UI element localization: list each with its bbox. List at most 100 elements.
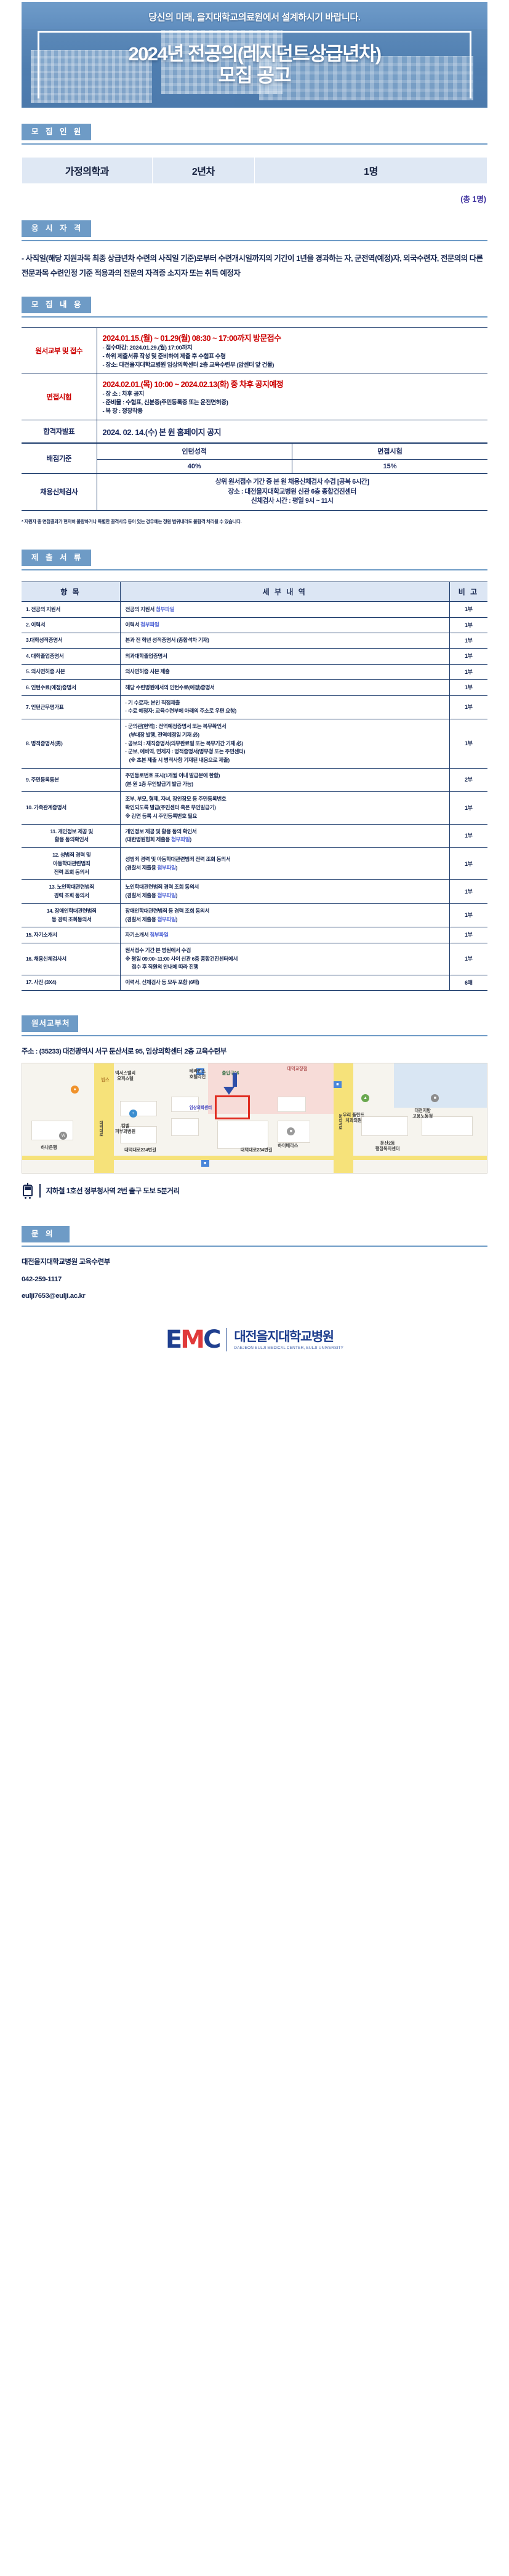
detail-line: 원서접수 기간 본 병원에서 수검 xyxy=(125,946,191,953)
recruit-total: (총 1명) xyxy=(460,195,486,204)
medical-exam-label: 채용신체검사 xyxy=(22,473,97,511)
inquiry-phone[interactable]: 042-259-1117 xyxy=(22,1276,62,1284)
document-item-name: 2. 이력서 xyxy=(22,617,120,634)
document-quantity: 1부 xyxy=(449,633,487,649)
document-detail: 노인학대관련범죄 경력 조회 동의서 (경찰서 제출용 첨부파일) xyxy=(119,879,450,904)
table-row: 14. 장애인학대관련범죄 등 경력 조회동의서 장애인학대관련범죄 등 경력 조회… xyxy=(22,903,487,928)
section-recruit-detail: 모 집 내 용 원서교부 및 접수 2024.01.15.(월) ~ 01.29… xyxy=(22,297,487,525)
map-poi-building-icon: ■ xyxy=(287,1127,295,1135)
medical-exam-line: 장소 : 대전을지대학교병원 신관 6층 종합건진센터 xyxy=(228,487,357,495)
document-detail: 이력서 첨부파일 xyxy=(119,617,450,634)
section-heading-recruit-detail: 모 집 내 용 xyxy=(22,297,487,318)
table-row: 4. 대학졸업증명서 의과대학졸업증명서 1부 xyxy=(22,648,487,665)
document-quantity: 2부 xyxy=(449,767,487,793)
document-item-name: 3.대학성적증명서 xyxy=(22,633,120,649)
document-quantity: 6매 xyxy=(449,975,487,991)
detail-line: 주민등로번호 표시(1개월 이내 발급분에 한함) xyxy=(125,772,220,778)
hero-banner: 당신의 미래, 을지대학교의료원에서 설계하시기 바랍니다. 2024년 전공의… xyxy=(22,2,487,108)
medical-exam-line: 상위 원서접수 기간 중 본 원 채용신체검사 수검 [공복 6시간] xyxy=(215,478,369,486)
document-quantity: 1부 xyxy=(449,823,487,849)
document-quantity: 1부 xyxy=(449,695,487,720)
section-inquiry: 문 의 대전을지대학교병원 교육수련부 042-259-1117 eulji76… xyxy=(22,1226,487,1300)
logo-letter-e: E xyxy=(165,1326,182,1354)
attachment-link[interactable]: 첨부파일 xyxy=(157,864,176,871)
map-label: 대덕대로234번길 xyxy=(240,1146,273,1153)
document-detail: 의과대학졸업증명서 xyxy=(119,648,450,665)
medical-exam-table: 채용신체검사 상위 원서접수 기간 중 본 원 채용신체검사 수검 [공복 6시… xyxy=(22,473,487,511)
attachment-link[interactable]: 첨부파일 xyxy=(155,606,175,612)
document-detail: 개인정보 제공 및 활용 동의 확인서 (대한병원협회 제출용 첨부파일) xyxy=(119,823,450,849)
document-quantity: 1부 xyxy=(449,617,487,634)
table-row: 합격자발표 2024. 02. 14.(수) 본 원 홈페이지 공지 xyxy=(22,419,487,444)
detail-label: 면접시험 xyxy=(22,374,97,420)
inquiry-department: 대전을지대학교병원 교육수련부 xyxy=(22,1258,110,1266)
detail-sub: - 복 장 : 정장착용 xyxy=(102,407,143,415)
document-quantity: 1부 xyxy=(449,791,487,825)
detail-line: ※ 감면 등록 시 주민등록번호 필요 xyxy=(125,812,198,819)
section-rule xyxy=(22,143,487,145)
document-quantity: 1부 xyxy=(449,719,487,769)
section-chip-label: 원서교부처 xyxy=(22,1015,78,1033)
detail-line: 성범죄 경력 및 아동학대관련범죄 전력 조회 동의서 xyxy=(125,856,231,863)
map-road-daedeok xyxy=(94,1063,114,1174)
logo-divider xyxy=(226,1328,228,1352)
table-row: 13. 노인학대관련범죄 경력 조회 동의서 노인학대관련범죄 경력 조회 동의서 (… xyxy=(22,879,487,904)
document-quantity: 1부 xyxy=(449,927,487,943)
section-chip-label: 문 의 xyxy=(22,1226,70,1243)
attachment-link[interactable]: 첨부파일 xyxy=(150,931,169,938)
map-block-water xyxy=(394,1063,487,1108)
attachment-link[interactable]: 첨부파일 xyxy=(157,916,176,922)
document-detail: · 기 수료자: 본인 직접제출 · 수료 예정자: 교육수련부에 아래의 주소로… xyxy=(119,695,450,720)
detail-line: · 군의관[현역] : 전역예정증명서 또는 복무확인서 xyxy=(125,723,226,730)
documents-table-body: 1. 전공의 지원서 전공의 지원서 첨부파일 1부 2. 이력서 이력서 첨부파일 1부… xyxy=(22,601,487,991)
document-detail: 성범죄 경력 및 아동학대관련범죄 전력 조회 동의서 (경찰서 제출용 첨부파일… xyxy=(119,847,450,881)
attachment-link[interactable]: 첨부파일 xyxy=(140,622,159,628)
document-item-name: 7. 인턴근무평가표 xyxy=(22,695,120,720)
document-detail: 장애인학대관련범죄 등 경력 조회 동의서 (경찰서 제출용 첨부파일) xyxy=(119,903,450,928)
map-block xyxy=(119,1126,157,1144)
table-row: 15. 자기소개서 자기소개서 첨부파일 1부 xyxy=(22,927,487,943)
map-road-horizontal xyxy=(22,1155,487,1161)
detail-value: 2024.02.01.(목) 10:00 ~ 2024.02.13(화) 중 차… xyxy=(97,374,487,420)
detail-line: · 공보의 : 재직증명서(의무완료일 또는 복무기간 기재 必) xyxy=(125,740,244,746)
hero-title-line2: 모집 공고 xyxy=(218,64,292,86)
recruit-year: 2년차 xyxy=(151,157,255,184)
document-quantity: 1부 xyxy=(449,903,487,928)
map-label-exit: 출입구26 xyxy=(222,1070,239,1076)
location-map[interactable]: ● W + ■ ▲ ■ ■ ■ ■ 빕스 넥서스밸리 오피스텔 테라민스 호텔라인 … xyxy=(22,1063,487,1174)
document-detail: · 군의관[현역] : 전역예정증명서 또는 복무확인서 (부대장 발행, 전역… xyxy=(119,719,450,769)
table-row: 가정의학과 2년차 1명 xyxy=(22,157,488,184)
attachment-link[interactable]: 첨부파일 xyxy=(157,892,176,899)
detail-line: · 수료 예정자: 교육수련부에 아래의 주소로 우편 요청) xyxy=(125,708,237,714)
map-block xyxy=(170,1118,199,1136)
document-detail: 의사면허증 사본 제출 xyxy=(119,663,450,681)
medical-exam-value: 상위 원서접수 기간 중 본 원 채용신체검사 수검 [공복 6시간] 장소 :… xyxy=(97,473,487,511)
map-icon-subway-2: ■ xyxy=(201,1160,209,1167)
document-detail: 조부, 부모, 형제, 자녀, 장인장모 등 주민등록번호 확인되도록 발급(주민… xyxy=(119,791,450,825)
table-row: 11. 개인정보 제공 및 활용 동의확인서 개인정보 제공 및 활용 동의 확인서… xyxy=(22,823,487,849)
application-address: 주소 : (35233) 대전광역시 서구 둔산서로 95, 임상의학센터 2층… xyxy=(22,1048,226,1056)
detail-highlight: 2024.02.01.(목) 10:00 ~ 2024.02.13(화) 중 차… xyxy=(102,380,284,390)
document-item-name: 9. 주민등록등본 xyxy=(22,767,120,793)
logo-letter-m: M xyxy=(180,1326,205,1354)
hero-building-center xyxy=(161,30,283,94)
pass-announcement-label: 합격자발표 xyxy=(22,419,97,444)
map-block xyxy=(361,1116,408,1136)
detail-line: · 군보, 예비역, 면제자 : 병적증명서(병무청 또는 주민센터) xyxy=(125,748,246,755)
document-quantity: 1부 xyxy=(449,847,487,881)
table-row: 6. 인턴수료(예정)증명서 해당 수련병원에서의 인턴수료(예정)증명서 1부 xyxy=(22,679,487,696)
section-chip-label: 제 출 서 류 xyxy=(22,550,92,567)
score-criteria-table: 배점기준 인턴성적 면접시험 40% 15% xyxy=(22,442,487,474)
inquiry-email[interactable]: eulji7653@eulji.ac.kr xyxy=(22,1292,86,1300)
hero-building-backdrop xyxy=(22,29,487,108)
score-column-header: 인턴성적 xyxy=(97,442,292,460)
detail-line: 장애인학대관련범죄 등 경력 조회 동의서 xyxy=(125,907,210,914)
map-label: 하이베라스 xyxy=(278,1142,299,1148)
map-block xyxy=(170,1096,199,1112)
detail-line: (부대장 발행, 전역예정일 기재 必) xyxy=(125,731,199,738)
attachment-link[interactable]: 첨부파일 xyxy=(171,836,190,843)
section-heading-qualification: 응 시 자 격 xyxy=(22,220,487,241)
divider xyxy=(39,1184,41,1198)
logo-name-ko: 대전을지대학교병원 xyxy=(234,1329,334,1344)
section-rule xyxy=(22,569,487,571)
